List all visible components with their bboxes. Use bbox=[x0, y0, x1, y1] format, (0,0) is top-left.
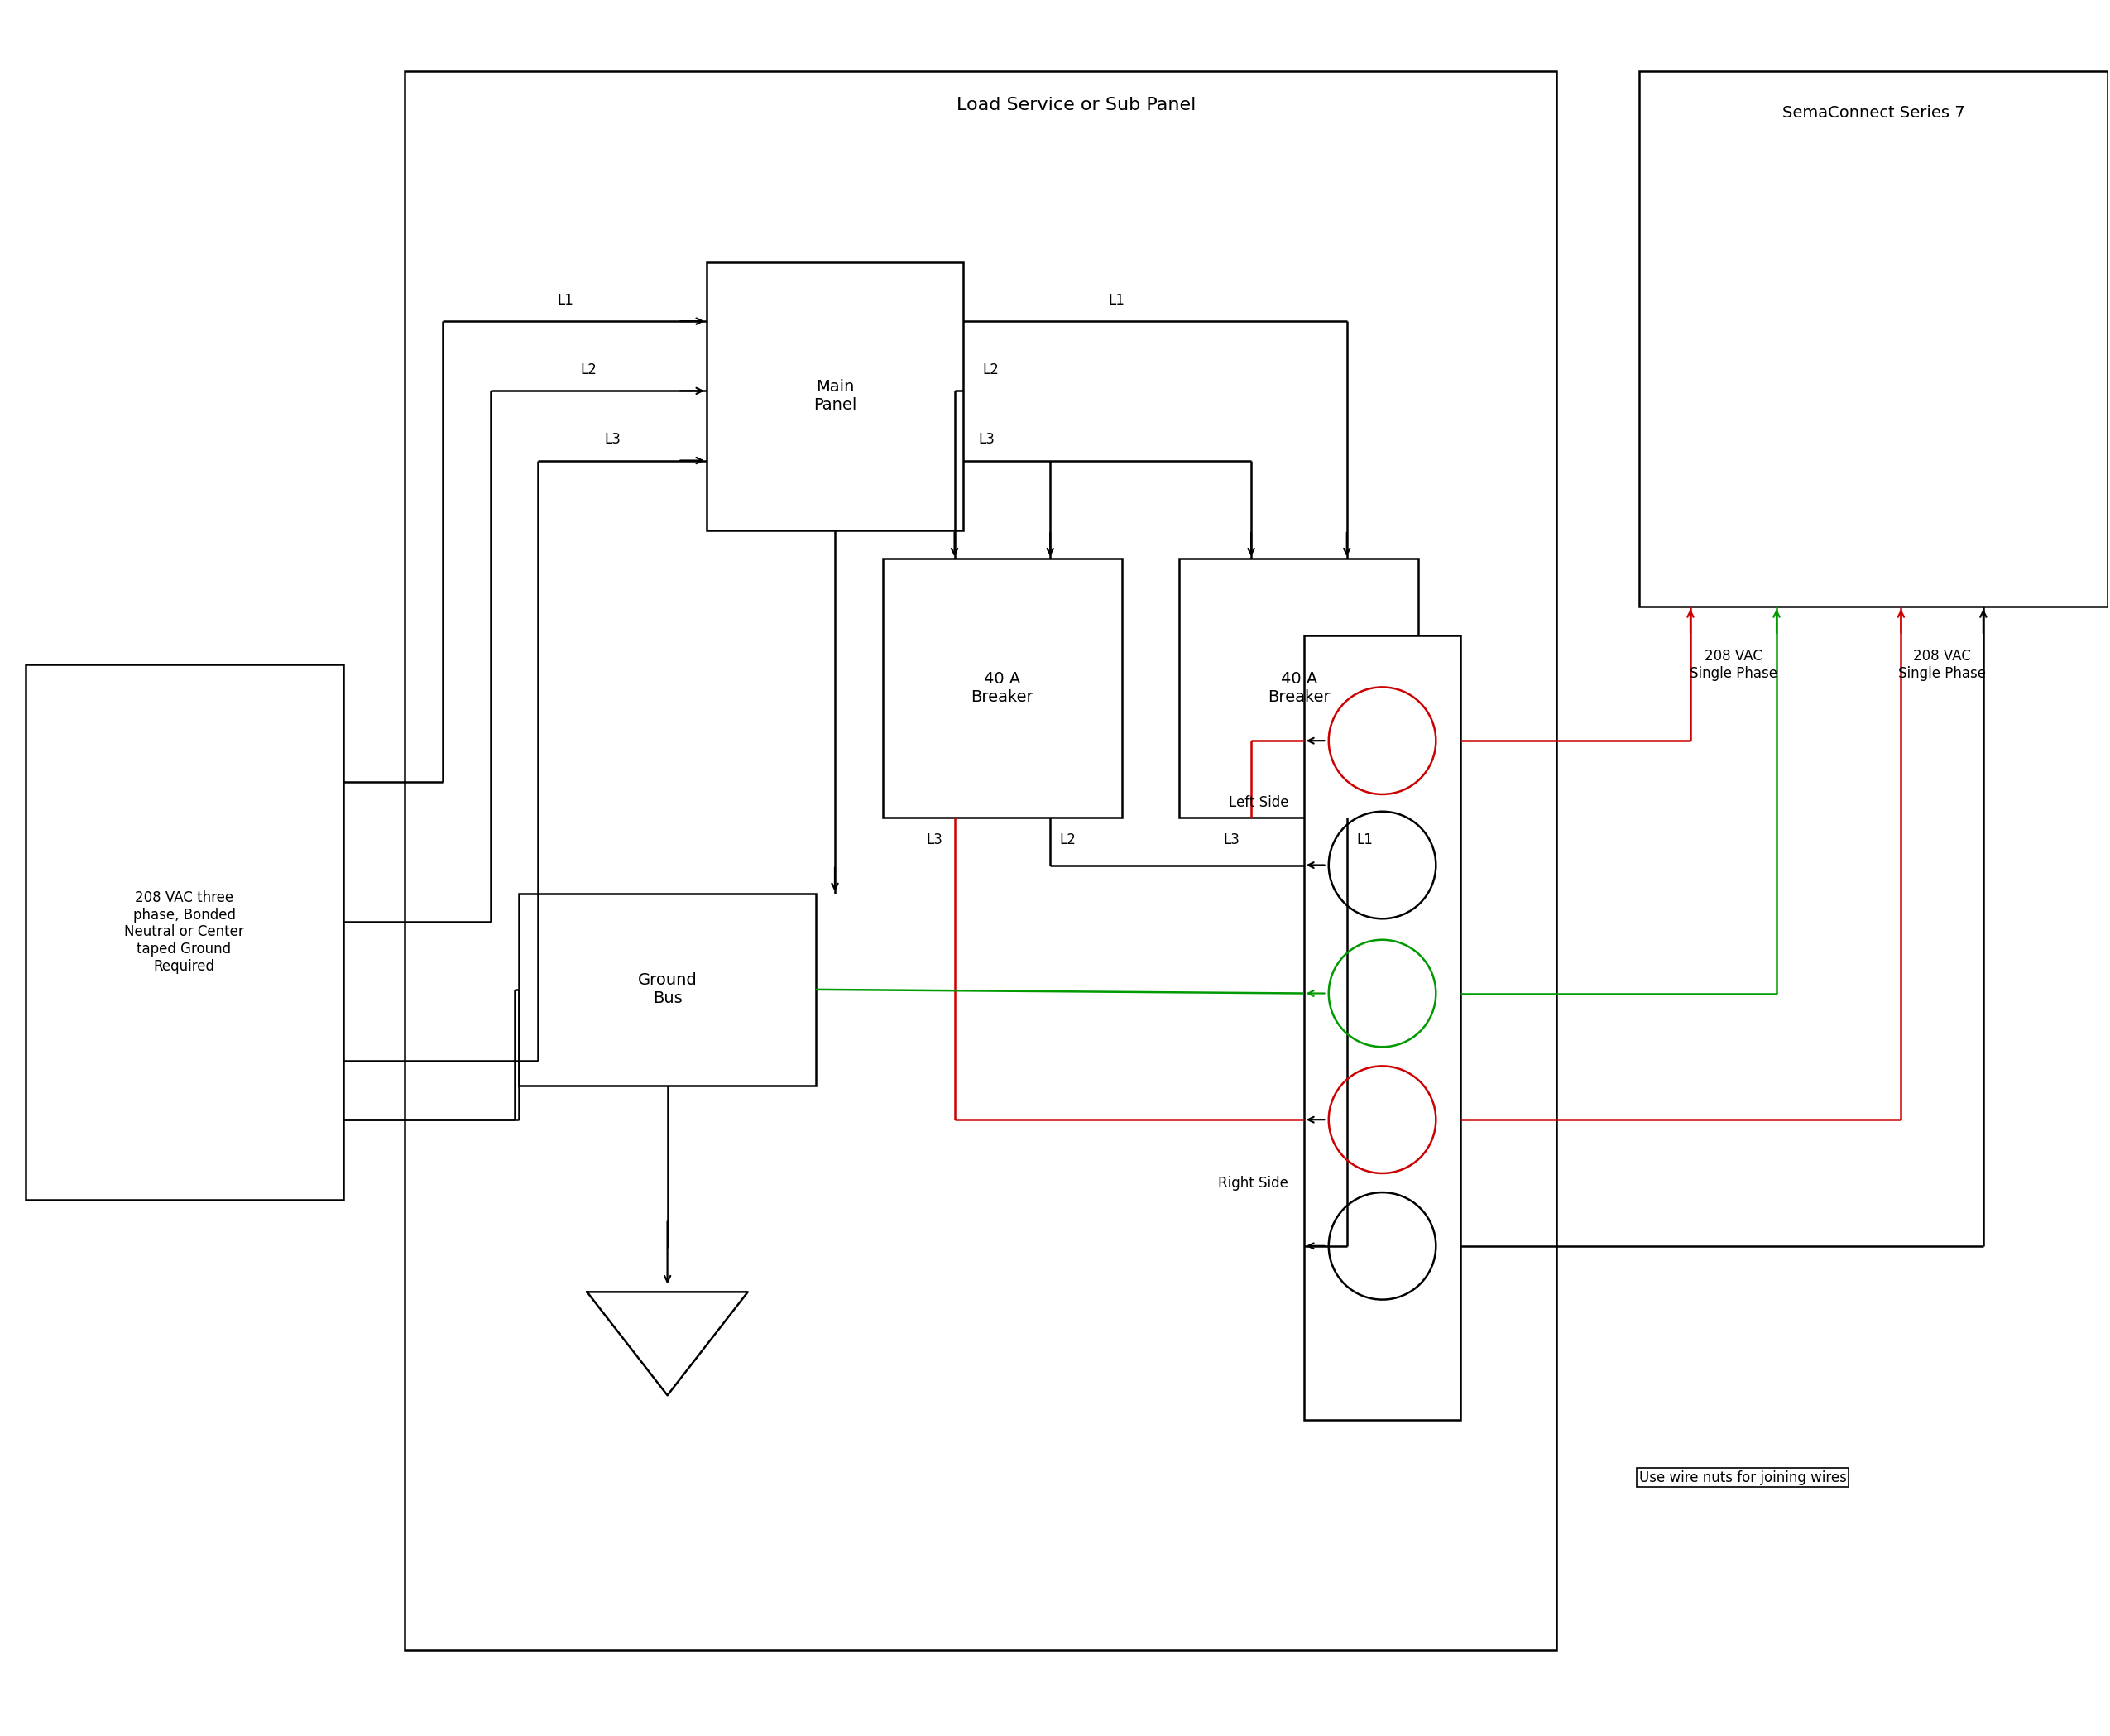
Bar bbox=[519, 894, 817, 1085]
Text: Load Service or Sub Panel: Load Service or Sub Panel bbox=[956, 97, 1196, 113]
Text: L2: L2 bbox=[580, 363, 597, 377]
Text: L3: L3 bbox=[1224, 833, 1241, 847]
Bar bbox=[1304, 635, 1460, 1420]
Text: L2: L2 bbox=[1059, 833, 1076, 847]
Text: 208 VAC
Single Phase: 208 VAC Single Phase bbox=[1899, 649, 1986, 681]
Text: L3: L3 bbox=[926, 833, 943, 847]
Text: L1: L1 bbox=[557, 293, 574, 307]
Text: 40 A
Breaker: 40 A Breaker bbox=[1268, 672, 1329, 705]
Text: 208 VAC
Single Phase: 208 VAC Single Phase bbox=[1690, 649, 1777, 681]
Bar bbox=[882, 559, 1123, 818]
Text: 40 A
Breaker: 40 A Breaker bbox=[971, 672, 1034, 705]
Text: Left Side: Left Side bbox=[1228, 795, 1289, 811]
Text: 208 VAC three
phase, Bonded
Neutral or Center
taped Ground
Required: 208 VAC three phase, Bonded Neutral or C… bbox=[124, 891, 245, 974]
Text: L3: L3 bbox=[979, 432, 996, 448]
Bar bbox=[707, 262, 962, 529]
Text: SemaConnect Series 7: SemaConnect Series 7 bbox=[1783, 106, 1964, 122]
Text: L1: L1 bbox=[1357, 833, 1374, 847]
Text: Ground
Bus: Ground Bus bbox=[637, 972, 696, 1007]
Bar bbox=[1179, 559, 1418, 818]
Text: L1: L1 bbox=[1108, 293, 1125, 307]
Bar bbox=[405, 71, 1557, 1649]
Bar bbox=[1639, 71, 2108, 608]
Text: L2: L2 bbox=[983, 363, 998, 377]
Text: L3: L3 bbox=[606, 432, 620, 448]
Bar bbox=[25, 665, 344, 1200]
Text: Right Side: Right Side bbox=[1217, 1175, 1289, 1191]
Text: Main
Panel: Main Panel bbox=[812, 378, 857, 413]
Text: Use wire nuts for joining wires: Use wire nuts for joining wires bbox=[1639, 1470, 1846, 1484]
